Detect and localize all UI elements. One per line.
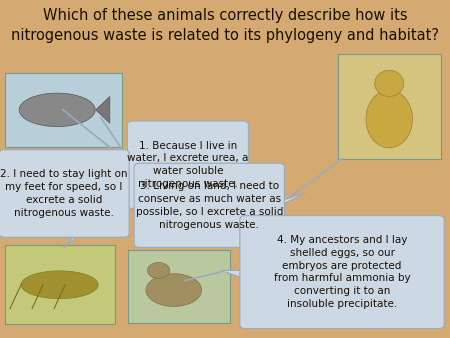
Polygon shape <box>110 159 133 167</box>
Ellipse shape <box>148 263 170 279</box>
FancyBboxPatch shape <box>134 163 284 247</box>
Text: 2. I need to stay light on
my feet for speed, so I
excrete a solid
nitrogenous w: 2. I need to stay light on my feet for s… <box>0 169 128 218</box>
FancyBboxPatch shape <box>4 245 115 324</box>
Polygon shape <box>96 96 110 123</box>
FancyBboxPatch shape <box>127 121 248 209</box>
Text: 1. Because I live in
water, I excrete urea, a
water soluble
nitrogenous waste.: 1. Because I live in water, I excrete ur… <box>127 141 248 189</box>
FancyBboxPatch shape <box>0 150 129 237</box>
FancyBboxPatch shape <box>4 73 122 147</box>
Text: 3. Living on land, I need to
conserve as much water as
possible, so I excrete a : 3. Living on land, I need to conserve as… <box>135 181 283 230</box>
Polygon shape <box>63 233 81 248</box>
Ellipse shape <box>146 274 202 307</box>
FancyBboxPatch shape <box>338 54 441 159</box>
FancyBboxPatch shape <box>240 216 444 329</box>
Text: 4. My ancestors and I lay
shelled eggs, so our
embryos are protected
from harmfu: 4. My ancestors and I lay shelled eggs, … <box>274 235 410 309</box>
Ellipse shape <box>366 90 413 148</box>
Ellipse shape <box>21 271 98 299</box>
Text: Which of these animals correctly describe how its
nitrogenous waste is related t: Which of these animals correctly describ… <box>11 8 439 43</box>
Polygon shape <box>220 270 247 279</box>
Ellipse shape <box>375 70 404 97</box>
FancyBboxPatch shape <box>128 250 230 323</box>
Polygon shape <box>274 193 306 206</box>
Ellipse shape <box>19 93 95 127</box>
